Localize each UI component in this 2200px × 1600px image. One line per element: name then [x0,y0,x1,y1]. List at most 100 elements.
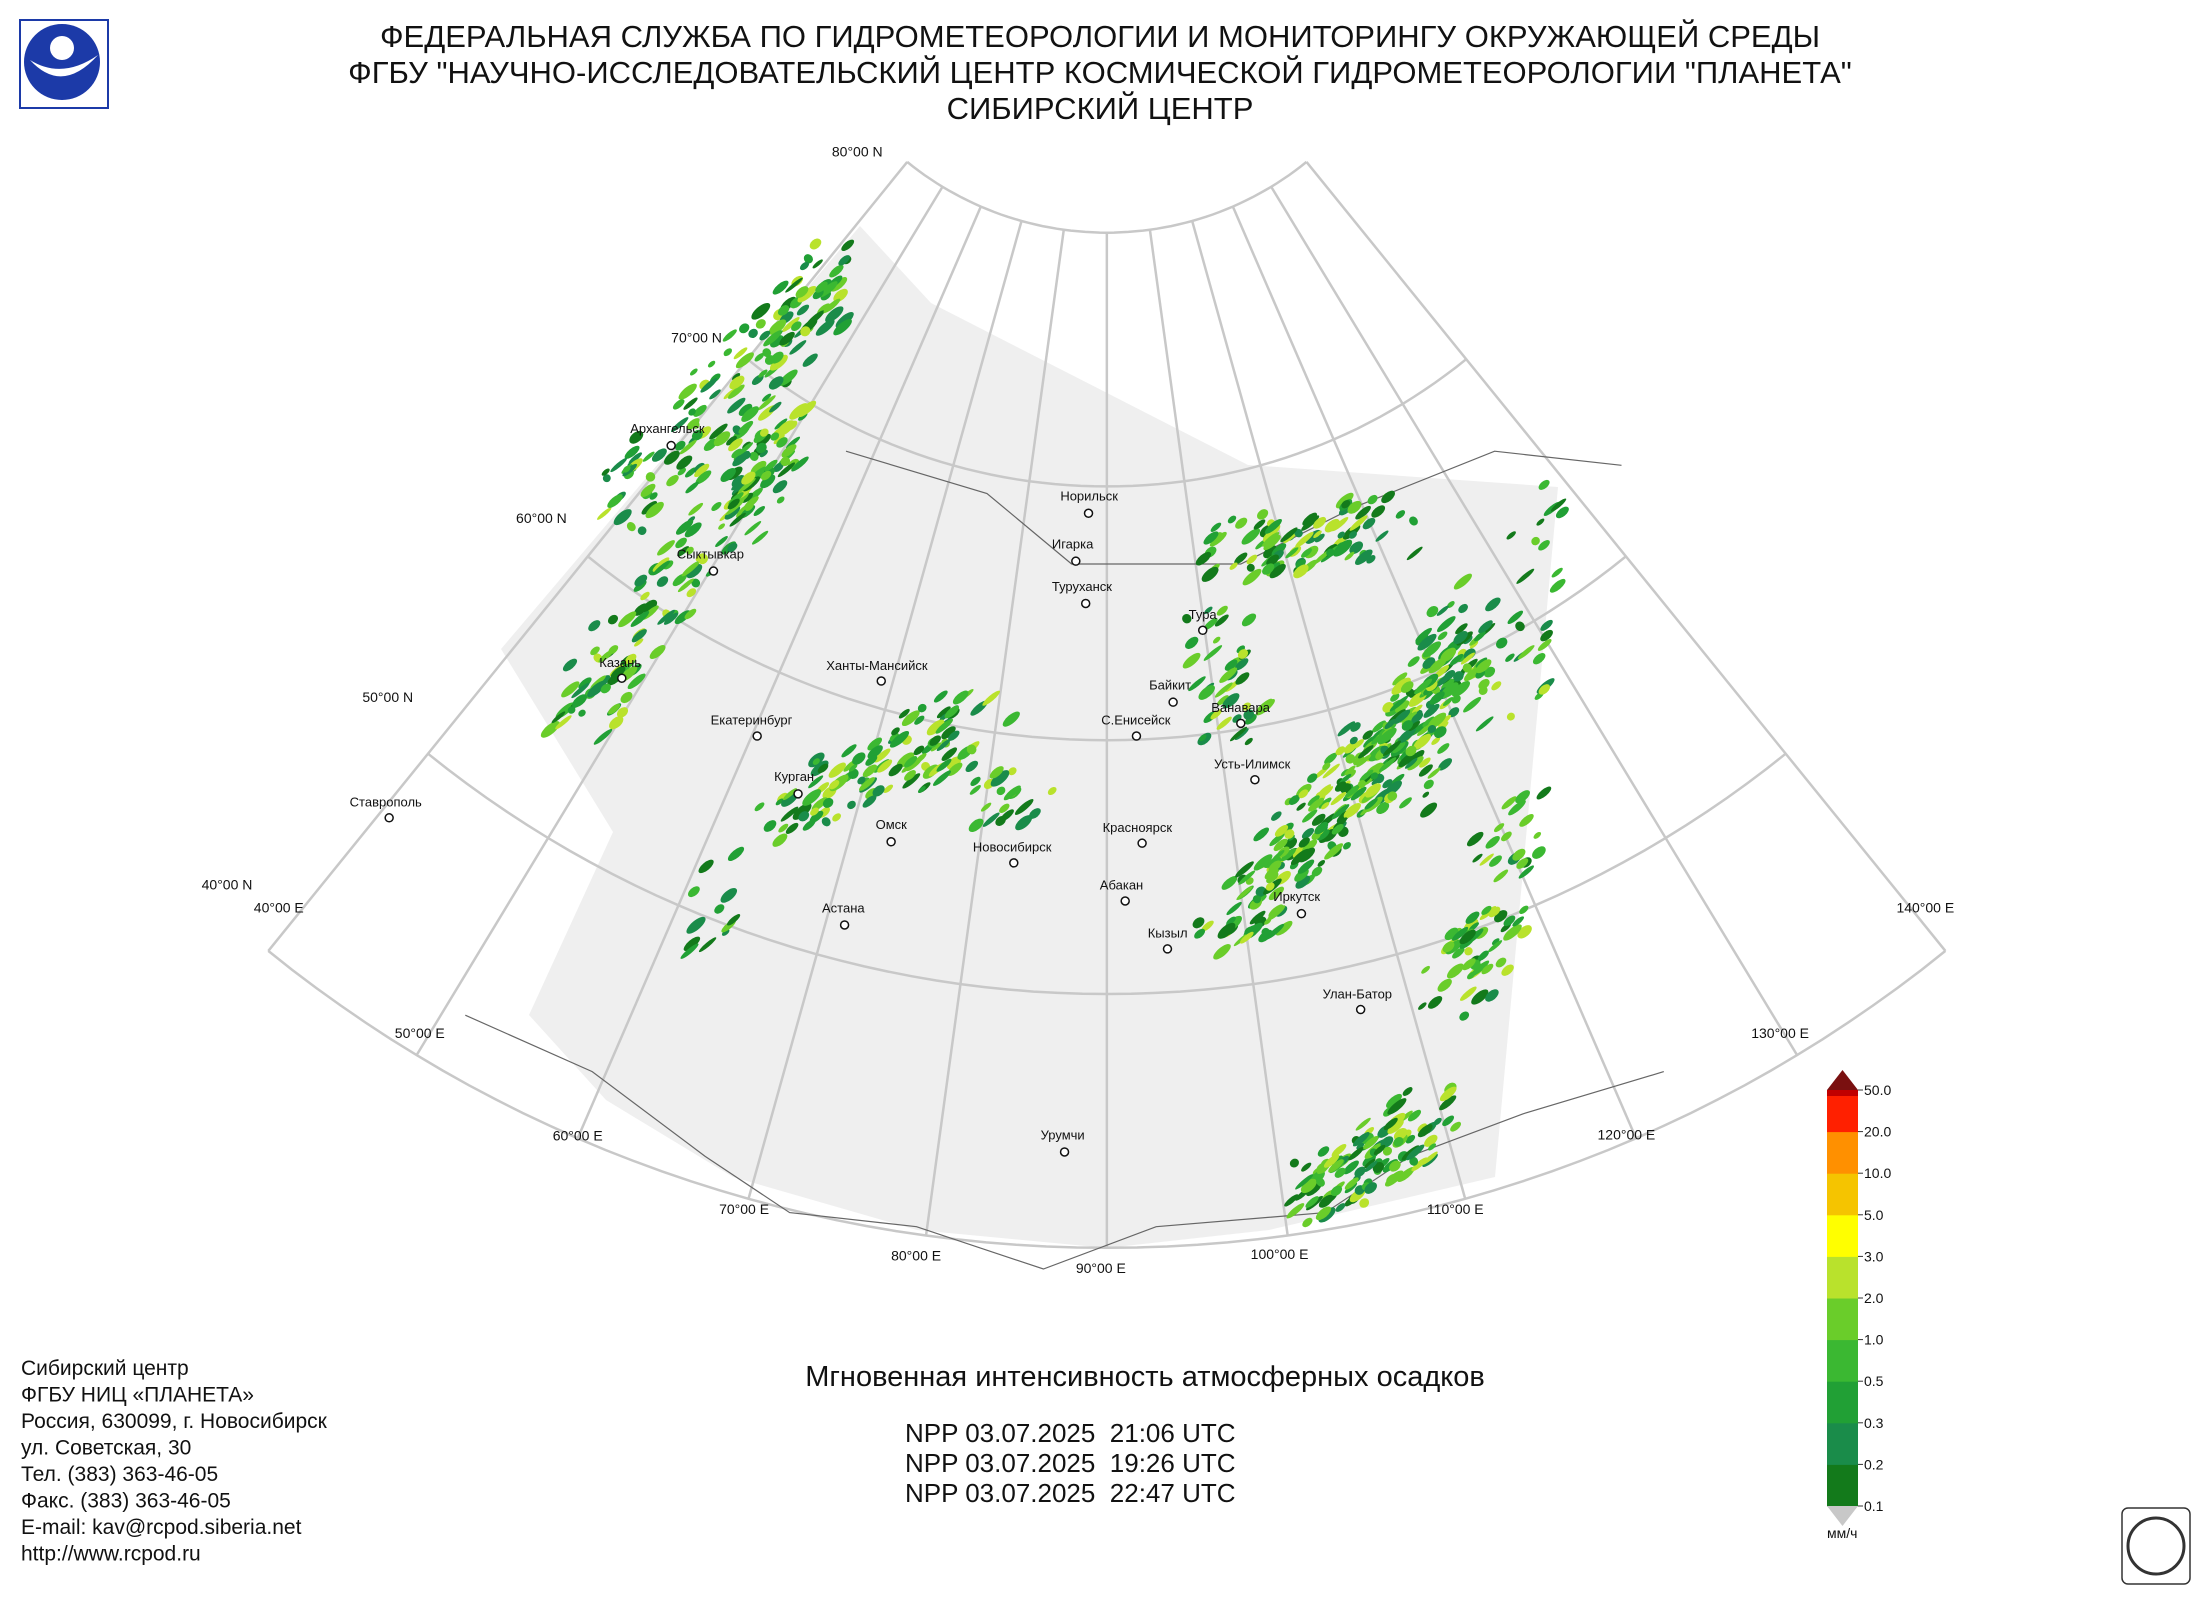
rain-cell [1459,986,1477,1001]
rain-cell [1555,506,1569,519]
rain-cell [1450,1121,1462,1132]
colorbar-segment [1827,1256,1858,1299]
rain-cell [888,763,903,777]
rain-cell [1318,1194,1334,1208]
rain-cell [1334,1167,1346,1178]
rain-cell [1330,1185,1343,1197]
rain-cell [1322,763,1340,779]
rain-cell [567,706,576,714]
colorbar-segment [1827,1381,1858,1424]
rain-cell [1538,540,1550,551]
city-label: Казань [599,655,641,670]
rain-cell [1335,1203,1346,1212]
city-label: Екатеринбург [711,713,793,728]
rain-cell [933,690,948,703]
rain-cell [631,629,647,643]
rain-cell [810,807,819,816]
rain-cell [1268,904,1284,918]
rain-cell [1216,605,1228,616]
rain-cell [1516,568,1535,584]
rain-cell [1214,614,1229,627]
rain-cell [618,611,637,628]
rain-cell [1401,720,1413,731]
rain-cell [715,536,728,547]
rain-cell [1436,605,1449,616]
rain-cell [792,803,812,820]
contact-line: Россия, 630099, г. Новосибирск [21,1410,328,1433]
rain-cell [783,788,797,801]
colorbar-segment [1827,1464,1858,1507]
rain-cell [838,255,851,266]
rain-cell [713,431,731,447]
rain-cell [743,496,759,510]
rain-cell [1264,918,1272,925]
rain-cell [675,537,687,549]
rain-cell [1453,573,1472,590]
rain-cell [1417,1124,1433,1138]
rain-cell [1411,1157,1428,1172]
rain-cell [613,509,632,526]
rain-cell [1257,509,1269,520]
rain-cell [791,456,809,472]
rain-cell [1344,783,1362,798]
rain-cell [1227,515,1237,524]
rain-cell [1389,695,1409,712]
rain-cell [841,239,855,251]
rain-cell [935,718,954,734]
rain-cell [904,756,918,768]
rain-cell [629,430,644,444]
rain-cell [1266,554,1279,567]
rain-cell [1362,517,1376,530]
rain-cell [1464,947,1473,956]
rain-cell [802,789,822,806]
rain-cell [630,611,650,627]
rain-cell [616,707,629,718]
rain-cell [626,522,636,532]
rain-cell [1384,718,1396,730]
rain-cell [1424,1134,1438,1147]
rain-cell [1495,957,1507,968]
rain-cell [1265,882,1275,891]
lat-label: 80°00 N [832,144,883,160]
rain-cell [1532,846,1546,859]
rain-cell [774,418,788,430]
rain-cell [917,703,927,713]
rain-cell [735,352,754,369]
rain-cell [1382,779,1393,789]
rain-cell [1423,703,1440,718]
rain-cell [1427,712,1447,729]
rain-cell [718,523,726,530]
rain-cell [1344,551,1355,561]
rain-cell [1349,541,1364,555]
rain-cell [914,715,925,725]
rain-cell [1536,518,1545,526]
rain-cell [1222,693,1240,709]
rain-cell [672,399,685,410]
rain-cell [1256,699,1275,716]
rain-cell [1288,795,1300,805]
rain-cell [1370,762,1385,776]
rain-cell [1438,714,1452,727]
rain-cell [791,321,802,332]
rain-cell [1460,652,1475,665]
colorbar-label: 5.0 [1864,1207,1884,1223]
rain-cell [1224,659,1238,671]
rain-cell [709,423,728,440]
colorbar-label: 0.1 [1864,1498,1884,1514]
rain-cell [572,694,588,708]
city-dot [1059,1147,1070,1157]
rain-cell [602,474,611,483]
rain-cell [776,496,785,504]
colorbar-segment [1827,1090,1858,1133]
rain-cell [697,553,708,565]
rain-cell [990,770,1010,787]
city-label: Ханты-Мансийск [826,658,928,673]
rain-cell [1253,854,1273,871]
rain-cell [1311,813,1326,826]
city-dot [1236,718,1246,729]
city-dot [1197,625,1208,636]
rain-cell [680,943,699,959]
lon-label: 70°00 E [719,1201,769,1217]
lat-label: 40°00 N [202,877,253,893]
